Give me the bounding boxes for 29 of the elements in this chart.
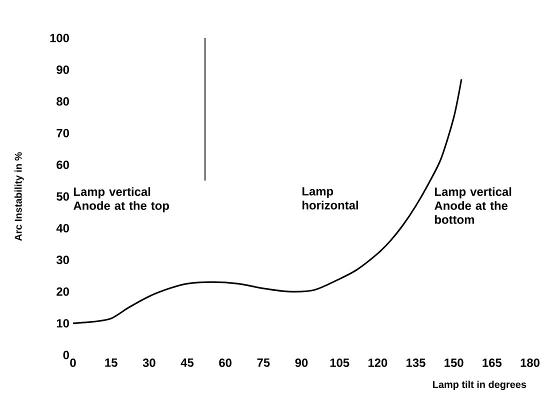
y-tick-label: 80 (56, 97, 69, 106)
x-tick-label: 135 (406, 358, 426, 368)
y-tick-label: 90 (56, 65, 69, 74)
y-tick-label: 50 (56, 192, 69, 201)
y-tick-label: 40 (56, 224, 69, 232)
x-tick-label: 45 (180, 358, 194, 367)
y-tick-label: 30 (56, 256, 69, 264)
y-tick-label: 0 (63, 350, 69, 360)
annotation: Lamp vertical Anode at the bottom (434, 187, 512, 224)
y-tick-label: 70 (56, 128, 69, 138)
x-tick-label: 105 (330, 358, 350, 367)
x-tick-label: 30 (142, 358, 156, 368)
x-tick-label: 120 (368, 358, 388, 367)
y-tick-label: 10 (56, 319, 69, 328)
annotation: Lamp vertical Anode at the top (73, 187, 169, 212)
x-tick-label: 90 (295, 358, 308, 367)
x-tick-label: 75 (257, 358, 270, 367)
y-tick-label: 20 (56, 287, 69, 296)
y-axis-title: Arc Instability in % (14, 152, 24, 241)
x-tick-label: 180 (520, 358, 540, 367)
y-tick-label: 60 (56, 160, 69, 170)
y-tick-label: 100 (50, 34, 69, 42)
x-tick-label: 15 (105, 358, 118, 367)
x-tick-label: 60 (219, 358, 232, 367)
x-tick-label: 150 (444, 358, 464, 367)
x-axis-title: Lamp tilt in degrees (433, 380, 526, 390)
annotation: Lamp horizontal (302, 187, 358, 210)
x-tick-label: 0 (70, 358, 76, 367)
x-tick-label: 165 (482, 358, 502, 367)
